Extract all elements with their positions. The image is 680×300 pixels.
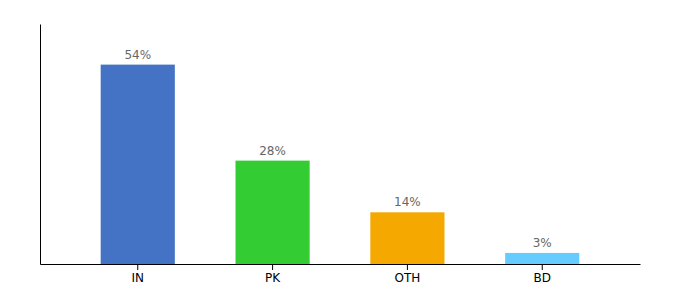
x-axis-line: [41, 264, 641, 265]
x-tick: PK: [265, 264, 281, 285]
x-tick-mark: [137, 264, 138, 270]
x-axis: IN PK OTH BD: [41, 264, 641, 285]
bar: [101, 65, 175, 264]
data-label: 14%: [394, 195, 421, 209]
bars: [101, 65, 580, 264]
data-label: 54%: [124, 48, 151, 62]
data-labels: 54% 28% 14% 3%: [124, 48, 551, 250]
x-tick-mark: [542, 264, 543, 270]
y-axis: [40, 25, 41, 265]
plot-area: IN PK OTH BD 54% 28% 14% 3%: [41, 25, 641, 285]
x-tick: OTH: [395, 264, 421, 285]
x-tick-label: BD: [534, 271, 551, 285]
chart-svg: IN PK OTH BD 54% 28% 14% 3%: [0, 0, 680, 300]
bar: [236, 161, 310, 264]
x-tick: IN: [131, 264, 144, 285]
x-tick-mark: [272, 264, 273, 270]
data-label: 3%: [533, 236, 552, 250]
x-tick-label: OTH: [395, 271, 421, 285]
bar: [505, 253, 579, 264]
x-tick-label: IN: [131, 271, 144, 285]
x-tick: BD: [534, 264, 551, 285]
data-label: 28%: [259, 144, 286, 158]
x-tick-mark: [407, 264, 408, 270]
x-tick-label: PK: [265, 271, 281, 285]
bar: [370, 212, 444, 264]
chart-container: IN PK OTH BD 54% 28% 14% 3%: [0, 0, 680, 300]
y-axis-line: [40, 25, 41, 265]
